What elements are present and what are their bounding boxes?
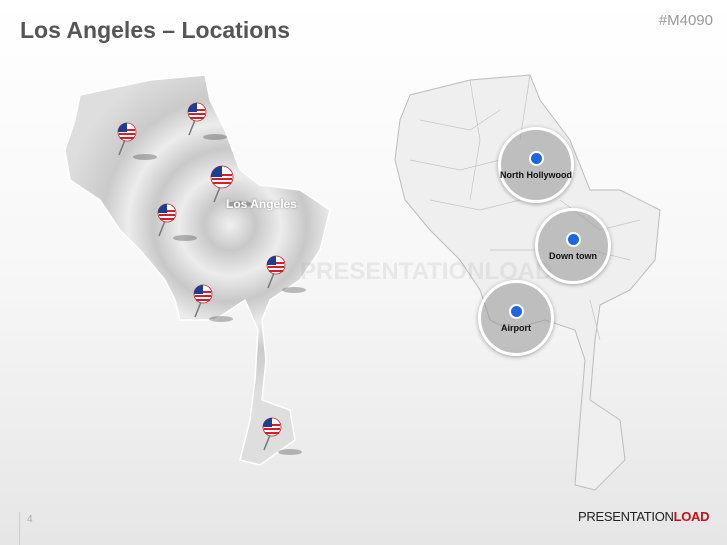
- flag-pin-icon: [210, 165, 252, 207]
- location-north-hollywood[interactable]: North Hollywood: [498, 127, 574, 203]
- page-title: Los Angeles – Locations: [20, 17, 291, 43]
- location-label: Airport: [501, 323, 531, 333]
- location-dot-icon: [566, 232, 581, 247]
- flag-pin-icon: [117, 122, 157, 160]
- divider: [19, 512, 20, 545]
- flag-pin-icon: [266, 255, 306, 293]
- los-angeles-map-shaded: [64, 74, 331, 466]
- location-airport[interactable]: Airport: [478, 280, 554, 356]
- map-pins: [117, 102, 306, 455]
- flag-pin-icon: [157, 203, 197, 241]
- location-label: Down town: [549, 251, 597, 261]
- flag-pin-icon: [187, 102, 227, 140]
- location-downtown[interactable]: Down town: [535, 208, 611, 284]
- product-code: #M4090: [658, 12, 713, 29]
- flag-pin-icon: [193, 284, 233, 322]
- page-number: 4: [27, 514, 33, 525]
- logo-text-bold: LOAD: [673, 509, 710, 524]
- location-dot-icon: [509, 304, 524, 319]
- flag-pin-icon: [262, 417, 302, 455]
- logo-text: PRESENTATION: [578, 509, 674, 524]
- location-dot-icon: [529, 151, 544, 166]
- los-angeles-label: Los Angeles: [226, 197, 297, 211]
- presentationload-logo: PRESENTATIONLOAD: [578, 509, 710, 524]
- location-label: North Hollywood: [500, 170, 572, 180]
